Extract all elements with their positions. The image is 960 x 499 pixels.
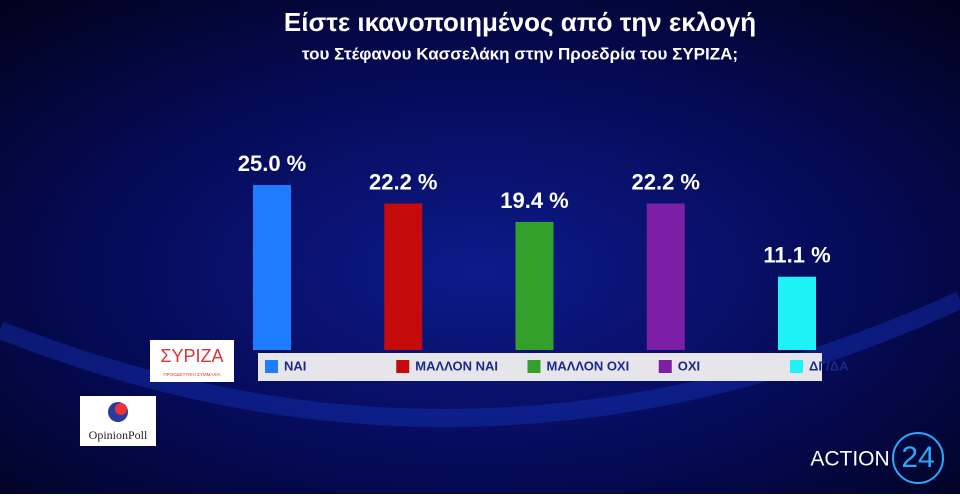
pollster-logo-icon bbox=[115, 403, 127, 415]
legend-label: ΜΑΛΛΟΝ ΟΧΙ bbox=[547, 358, 630, 373]
legend-label: ΟΧΙ bbox=[678, 358, 700, 373]
party-logo-text: ΣΥΡΙΖΑ bbox=[160, 346, 223, 366]
chart-title: Είστε ικανοποιημένος από την εκλογή bbox=[284, 7, 756, 37]
bar bbox=[515, 221, 554, 350]
party-logo: ΣΥΡΙΖΑ ΠΡΟΟΔΕΥΤΙΚΗ ΣΥΜΜΑΧΙΑ bbox=[150, 340, 234, 382]
data-label: 11.1 % bbox=[763, 243, 830, 268]
bar bbox=[778, 276, 816, 350]
pollster-logo-text: OpinionPoll bbox=[89, 428, 148, 442]
bar bbox=[253, 185, 291, 350]
legend-swatch bbox=[396, 360, 410, 373]
legend-swatch bbox=[790, 360, 803, 373]
party-logo-tagline: ΠΡΟΟΔΕΥΤΙΚΗ ΣΥΜΜΑΧΙΑ bbox=[163, 372, 220, 377]
legend-label: ΔΓ/ΔΑ bbox=[809, 358, 849, 373]
legend-swatch bbox=[658, 360, 672, 373]
channel-logo-ring bbox=[892, 432, 944, 484]
chart-subtitle: του Στέφανου Κασσελάκη στην Προεδρία του… bbox=[302, 44, 738, 63]
data-label: 19.4 % bbox=[500, 188, 569, 213]
legend-label: ΝΑΙ bbox=[284, 358, 306, 373]
channel-logo-number: 24 bbox=[901, 441, 934, 474]
legend-label: ΜΑΛΛΟΝ ΝΑΙ bbox=[415, 358, 498, 373]
data-label: 22.2 % bbox=[632, 169, 701, 194]
data-label: 22.2 % bbox=[369, 169, 438, 194]
channel-logo-text: ACTION bbox=[810, 448, 889, 471]
legend-swatch bbox=[265, 360, 278, 373]
data-label: 25.0 % bbox=[238, 151, 307, 176]
legend-swatch bbox=[527, 360, 541, 373]
bar bbox=[646, 203, 685, 350]
pollster-logo: OpinionPoll bbox=[80, 396, 156, 446]
bar bbox=[384, 203, 423, 350]
party-logo-box bbox=[150, 340, 234, 382]
